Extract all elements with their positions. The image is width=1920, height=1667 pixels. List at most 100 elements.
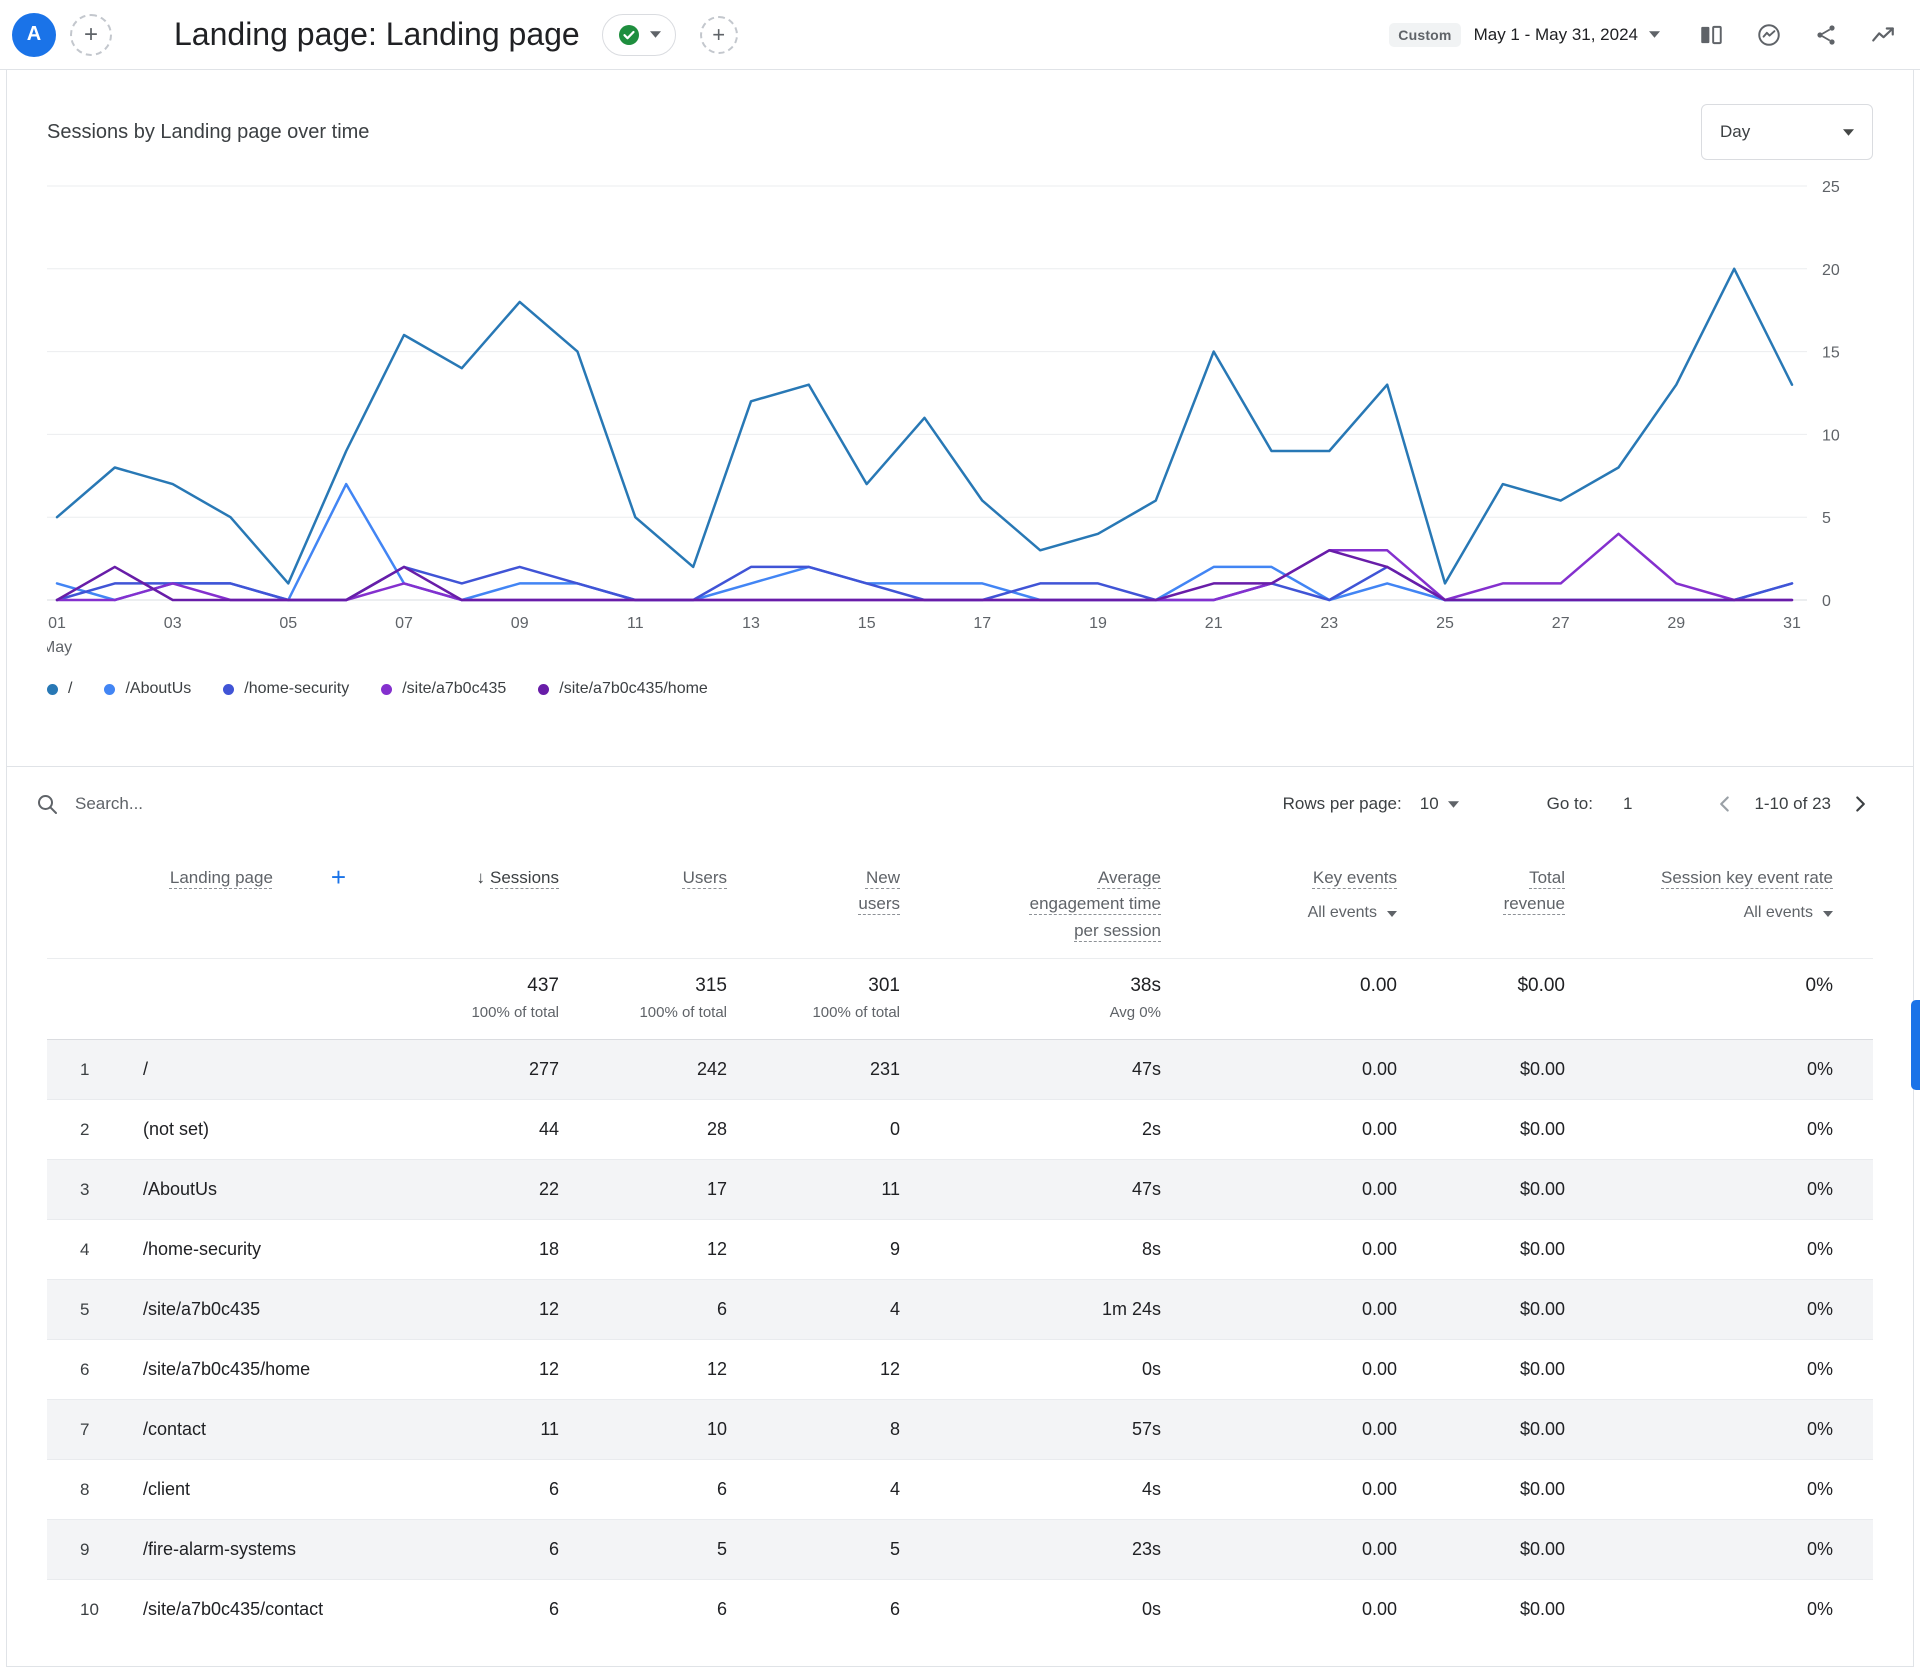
comparison-a-chip[interactable]: A <box>12 13 56 57</box>
table-row[interactable]: 2(not set)442802s0.00$0.000% <box>47 1100 1873 1160</box>
landing-page-cell: /AboutUs <box>103 1160 403 1220</box>
search-box[interactable] <box>35 792 1283 816</box>
chevron-down-icon <box>1387 911 1397 917</box>
session-key-event-rate-cell: 0% <box>1565 1460 1873 1520</box>
legend-item: / <box>47 680 72 698</box>
scrollbar-thumb[interactable] <box>1911 1000 1920 1090</box>
table-row[interactable]: 8/client6644s0.00$0.000% <box>47 1460 1873 1520</box>
check-circle-icon <box>617 23 641 47</box>
session-key-event-rate-filter-select[interactable]: All events <box>1565 901 1833 926</box>
chart-title: Sessions by Landing page over time <box>47 121 369 144</box>
column-header-landing-page: Landing page + <box>103 841 403 959</box>
key-events-filter-select[interactable]: All events <box>1161 901 1397 926</box>
avg-engagement-cell: 1m 24s <box>900 1280 1161 1340</box>
users-cell: 28 <box>559 1100 727 1160</box>
search-input[interactable] <box>75 794 505 814</box>
session-key-event-rate-cell: 0% <box>1565 1400 1873 1460</box>
table-row[interactable]: 5/site/a7b0c43512641m 24s0.00$0.000% <box>47 1280 1873 1340</box>
landing-page-header-label[interactable]: Landing page <box>170 865 273 891</box>
legend-label: /site/a7b0c435/home <box>559 680 708 698</box>
table-row[interactable]: 7/contact1110857s0.00$0.000% <box>47 1400 1873 1460</box>
share-button[interactable] <box>1814 23 1838 47</box>
x-axis-tick: 09 <box>511 615 529 632</box>
row-index: 9 <box>47 1520 103 1580</box>
series-line <box>57 269 1792 584</box>
session-key-event-rate-cell: 0% <box>1565 1280 1873 1340</box>
legend-dot <box>104 684 115 695</box>
edit-comparisons-button[interactable] <box>1698 22 1724 48</box>
landing-page-cell: /client <box>103 1460 403 1520</box>
legend-label: /site/a7b0c435 <box>402 680 506 698</box>
legend-dot <box>47 684 58 695</box>
total-revenue-header-label[interactable]: Total revenue <box>1483 865 1565 918</box>
chart-legend: //AboutUs/home-security/site/a7b0c435/si… <box>7 664 1913 766</box>
row-index: 3 <box>47 1160 103 1220</box>
goto-page-input[interactable]: 1 <box>1623 794 1632 814</box>
rows-per-page-label: Rows per page: <box>1283 794 1402 814</box>
report-check-chip[interactable] <box>602 14 676 56</box>
insights-button[interactable] <box>1756 22 1782 48</box>
sessions-cell: 6 <box>403 1520 559 1580</box>
top-bar: A + Landing page: Landing page + Custom … <box>0 0 1920 70</box>
chevron-down-icon <box>1649 31 1660 38</box>
avg-engagement-cell: 57s <box>900 1400 1161 1460</box>
avg-engagement-cell: 0s <box>900 1340 1161 1400</box>
new-users-header-label[interactable]: New users <box>840 865 900 918</box>
table-row[interactable]: 1/27724223147s0.00$0.000% <box>47 1040 1873 1100</box>
total-key-events: 0.00 <box>1161 975 1397 997</box>
landing-page-cell: /site/a7b0c435 <box>103 1280 403 1340</box>
legend-item: /AboutUs <box>104 680 191 698</box>
x-axis-tick: 29 <box>1667 615 1685 632</box>
new-users-cell: 4 <box>727 1460 900 1520</box>
table-row[interactable]: 9/fire-alarm-systems65523s0.00$0.000% <box>47 1520 1873 1580</box>
table-row[interactable]: 6/site/a7b0c435/home1212120s0.00$0.000% <box>47 1340 1873 1400</box>
pagination: 1-10 of 23 <box>1712 791 1873 817</box>
x-axis-tick: 23 <box>1320 615 1338 632</box>
users-cell: 10 <box>559 1400 727 1460</box>
date-range-picker[interactable]: May 1 - May 31, 2024 <box>1474 25 1660 45</box>
row-index: 2 <box>47 1100 103 1160</box>
comparisons-icon <box>1698 22 1724 48</box>
users-cell: 17 <box>559 1160 727 1220</box>
row-index: 1 <box>47 1040 103 1100</box>
session-key-event-rate-header-label[interactable]: Session key event rate <box>1661 865 1833 891</box>
key-events-cell: 0.00 <box>1161 1520 1397 1580</box>
avg-engagement-header-label[interactable]: Average engagement time per session <box>1029 865 1161 944</box>
pagination-range: 1-10 of 23 <box>1754 794 1831 814</box>
next-page-button[interactable] <box>1847 791 1873 817</box>
granularity-select[interactable]: Day <box>1701 104 1873 160</box>
rows-per-page-select[interactable]: 10 <box>1420 794 1459 814</box>
users-header-label[interactable]: Users <box>683 865 727 891</box>
sessions-header-label[interactable]: Sessions <box>490 865 559 891</box>
total-avg-engagement: 38s <box>900 975 1161 997</box>
row-index: 4 <box>47 1220 103 1280</box>
customize-report-button[interactable] <box>1870 22 1896 48</box>
table-row[interactable]: 10/site/a7b0c435/contact6660s0.00$0.000% <box>47 1580 1873 1640</box>
table-row[interactable]: 3/AboutUs22171147s0.00$0.000% <box>47 1160 1873 1220</box>
add-comparison-button[interactable]: + <box>70 14 112 56</box>
x-axis-tick: 17 <box>973 615 991 632</box>
legend-item: /site/a7b0c435 <box>381 680 506 698</box>
users-cell: 6 <box>559 1460 727 1520</box>
users-cell: 6 <box>559 1580 727 1640</box>
x-axis-tick: 05 <box>279 615 297 632</box>
avg-engagement-cell: 47s <box>900 1040 1161 1100</box>
x-axis-tick: 07 <box>395 615 413 632</box>
users-cell: 6 <box>559 1280 727 1340</box>
row-index: 5 <box>47 1280 103 1340</box>
add-column-button[interactable]: + <box>331 865 346 889</box>
legend-item: /site/a7b0c435/home <box>538 680 708 698</box>
key-events-filter-value: All events <box>1308 901 1377 926</box>
column-header-key-events: Key events All events <box>1161 841 1397 959</box>
table-row[interactable]: 4/home-security181298s0.00$0.000% <box>47 1220 1873 1280</box>
previous-page-button[interactable] <box>1712 791 1738 817</box>
total-revenue-cell: $0.00 <box>1397 1460 1565 1520</box>
chevron-down-icon <box>1823 911 1833 917</box>
key-events-header-label[interactable]: Key events <box>1313 865 1397 891</box>
landing-page-cell: /site/a7b0c435/home <box>103 1340 403 1400</box>
users-cell: 242 <box>559 1040 727 1100</box>
rows-per-page-value: 10 <box>1420 794 1439 814</box>
x-axis-tick: 31 <box>1783 615 1801 632</box>
row-index-header <box>47 841 103 959</box>
add-filter-button[interactable]: + <box>700 16 738 54</box>
